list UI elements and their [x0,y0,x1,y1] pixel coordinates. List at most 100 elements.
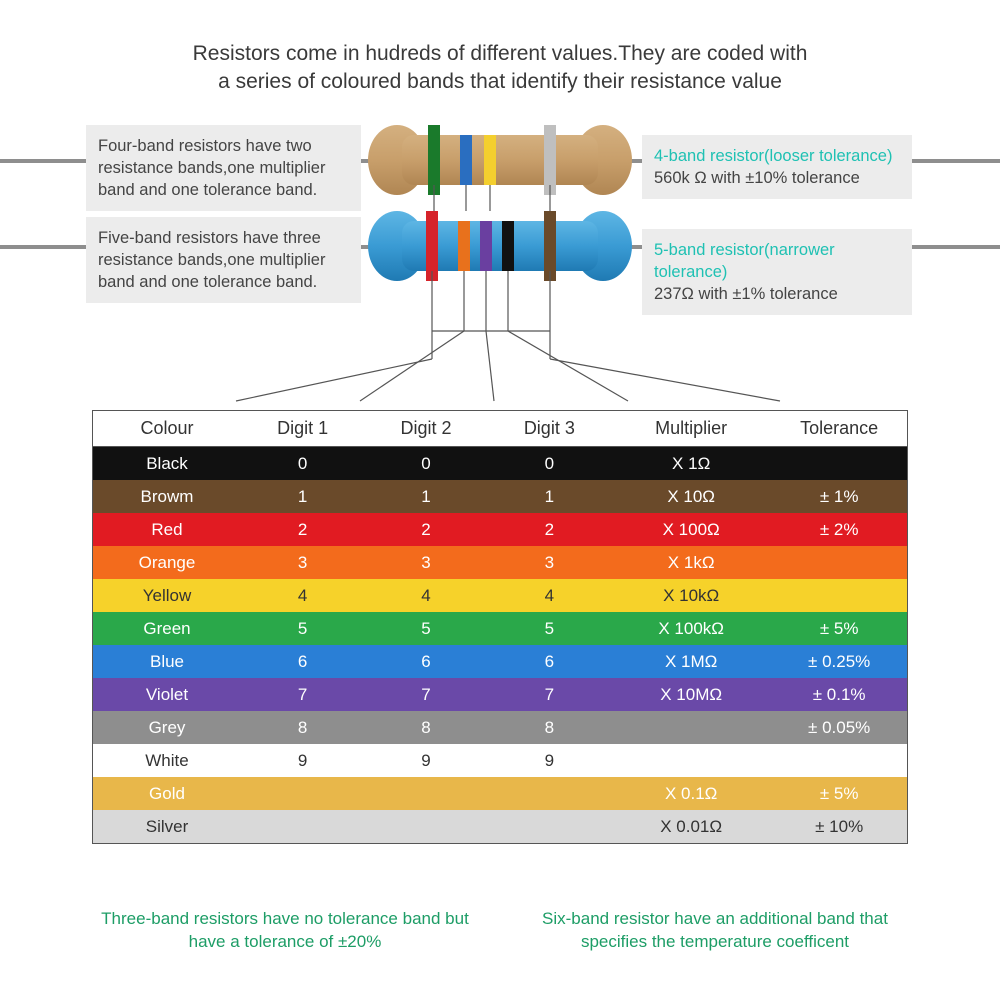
table-cell: 2 [241,520,364,540]
color-band [544,211,556,281]
col-header: Tolerance [771,418,907,439]
table-row: Red222X 100Ω± 2% [93,513,907,546]
table-cell: Red [93,520,241,540]
table-cell: X 1Ω [611,454,771,474]
table-cell: Browm [93,487,241,507]
info-4band-desc: Four-band resistors have two resistance … [86,125,361,212]
table-row: Browm111X 10Ω± 1% [93,480,907,513]
table-cell: ± 0.05% [771,718,907,738]
table-cell: White [93,751,241,771]
table-cell: ± 5% [771,619,907,639]
table-cell: 6 [488,652,611,672]
intro-line2: a series of coloured bands that identify… [218,70,782,93]
table-cell: 1 [364,487,487,507]
table-cell: X 10Ω [611,487,771,507]
info-5band-value: 5-band resistor(narrower tolerance) 237Ω… [642,229,912,316]
info-4band-value: 4-band resistor(looser tolerance) 560k Ω… [642,135,912,200]
table-cell: Green [93,619,241,639]
table-cell: 4 [364,586,487,606]
table-cell: 7 [488,685,611,705]
table-cell: 6 [364,652,487,672]
table-row: Grey888± 0.05% [93,711,907,744]
table-row: White999 [93,744,907,777]
table-cell: X 100Ω [611,520,771,540]
table-cell: Yellow [93,586,241,606]
table-cell: 0 [241,454,364,474]
color-band [502,221,514,271]
table-cell: X 10kΩ [611,586,771,606]
info-sub: 237Ω with ±1% tolerance [654,283,900,305]
table-row: GoldX 0.1Ω± 5% [93,777,907,810]
table-cell: ± 10% [771,817,907,837]
info-5band-desc: Five-band resistors have three resistanc… [86,217,361,304]
table-cell: X 10MΩ [611,685,771,705]
table-cell: ± 1% [771,487,907,507]
table-cell: ± 0.1% [771,685,907,705]
table-cell: 8 [488,718,611,738]
table-cell: 7 [364,685,487,705]
resistor-diagram: Four-band resistors have two resistance … [0,111,1000,391]
table-row: Black000X 1Ω [93,447,907,480]
table-row: Blue666X 1MΩ± 0.25% [93,645,907,678]
color-band [480,221,492,271]
table-row: Orange333X 1kΩ [93,546,907,579]
table-cell: 3 [364,553,487,573]
table-cell: 1 [488,487,611,507]
col-header: Colour [93,418,241,439]
table-cell: Violet [93,685,241,705]
table-cell: X 1MΩ [611,652,771,672]
table-cell: 9 [364,751,487,771]
table-cell: X 100kΩ [611,619,771,639]
intro-text: Resistors come in hudreds of different v… [0,0,1000,97]
color-band [428,125,440,195]
table-cell: 8 [241,718,364,738]
intro-line1: Resistors come in hudreds of different v… [193,42,808,65]
info-title: 5-band resistor(narrower tolerance) [654,239,900,284]
footnote-6band: Six-band resistor have an additional ban… [526,908,904,954]
table-cell: 5 [488,619,611,639]
table-cell: Blue [93,652,241,672]
info-sub: 560k Ω with ±10% tolerance [654,167,900,189]
table-cell: ± 0.25% [771,652,907,672]
color-band [458,221,470,271]
table-cell: 1 [241,487,364,507]
table-cell: 2 [488,520,611,540]
table-cell: Grey [93,718,241,738]
table-cell: 5 [241,619,364,639]
table-cell: 4 [488,586,611,606]
table-row: Green555X 100kΩ± 5% [93,612,907,645]
info-title: 4-band resistor(looser tolerance) [654,145,900,167]
footnotes: Three-band resistors have no tolerance b… [0,908,1000,954]
col-header: Digit 3 [488,418,611,439]
table-cell: 4 [241,586,364,606]
table-cell: X 0.01Ω [611,817,771,837]
table-cell: 6 [241,652,364,672]
table-cell: 0 [488,454,611,474]
table-cell: 9 [488,751,611,771]
resistor-5band [368,211,632,281]
table-row: Silver X 0.01Ω± 10% [93,810,907,843]
footnote-3band: Three-band resistors have no tolerance b… [96,908,474,954]
table-cell: ± 5% [771,784,907,804]
table-cell: 7 [241,685,364,705]
table-row: Yellow444X 10kΩ [93,579,907,612]
table-cell: 0 [364,454,487,474]
table-cell: Orange [93,553,241,573]
table-header: Colour Digit 1 Digit 2 Digit 3 Multiplie… [93,411,907,447]
table-cell: Gold [93,784,241,804]
table-cell: 3 [241,553,364,573]
col-header: Multiplier [611,418,771,439]
col-header: Digit 1 [241,418,364,439]
table-cell: X 1kΩ [611,553,771,573]
resistor-4band [368,125,632,195]
table-cell: Black [93,454,241,474]
table-cell: 2 [364,520,487,540]
color-band [426,211,438,281]
table-cell: 5 [364,619,487,639]
table-cell: ± 2% [771,520,907,540]
table-cell: 9 [241,751,364,771]
color-band [544,125,556,195]
col-header: Digit 2 [364,418,487,439]
table-cell: 3 [488,553,611,573]
table-cell: Silver [93,817,241,837]
